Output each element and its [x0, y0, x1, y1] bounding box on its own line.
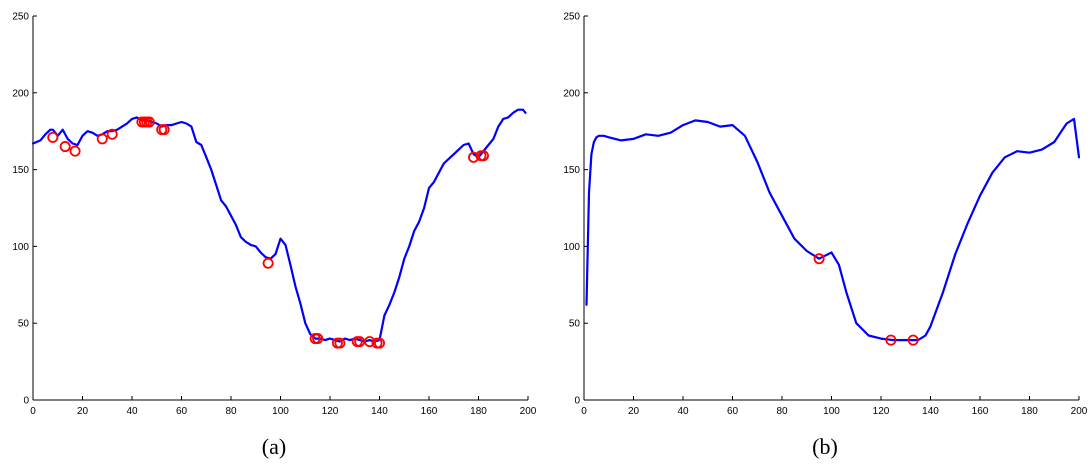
x-tick-label: 120 — [873, 406, 890, 417]
x-tick-label: 100 — [272, 406, 289, 417]
marker-circle — [262, 257, 274, 269]
x-tick-label: 20 — [628, 406, 640, 417]
marker-circle — [813, 253, 825, 265]
x-tick-label: 180 — [1021, 406, 1038, 417]
series-line — [585, 117, 1081, 342]
x-tick-label: 40 — [677, 406, 689, 417]
marker-circle — [59, 141, 71, 153]
marker-circle — [106, 128, 118, 140]
x-tick-label: 80 — [225, 406, 237, 417]
x-tick-label: 40 — [126, 406, 138, 417]
panel-caption: (b) — [812, 434, 838, 459]
y-tick-label: 250 — [563, 12, 580, 23]
x-tick-label: 20 — [77, 406, 89, 417]
marker-circle — [69, 145, 81, 157]
x-tick-label: 0 — [581, 406, 587, 417]
marker-circle — [468, 151, 480, 163]
series-line — [31, 108, 527, 343]
marker-circle — [364, 336, 376, 348]
x-tick-label: 160 — [421, 406, 438, 417]
x-tick-label: 180 — [470, 406, 487, 417]
marker-circle — [885, 334, 897, 346]
x-tick-label: 0 — [30, 406, 36, 417]
y-tick-label: 150 — [12, 165, 29, 176]
marker-circle — [158, 124, 170, 136]
x-tick-label: 160 — [972, 406, 989, 417]
marker-circle — [334, 337, 346, 349]
y-tick-label: 50 — [18, 319, 30, 330]
marker-circle — [477, 150, 489, 162]
x-tick-label: 60 — [176, 406, 188, 417]
y-tick-label: 200 — [563, 88, 580, 99]
y-tick-label: 200 — [12, 88, 29, 99]
marker-circle — [143, 116, 155, 128]
x-tick-label: 80 — [776, 406, 788, 417]
marker-circle — [907, 334, 919, 346]
marker-circle — [312, 333, 324, 345]
panel-caption: (a) — [262, 434, 286, 459]
y-tick-label: 150 — [563, 165, 580, 176]
x-tick-label: 60 — [727, 406, 739, 417]
x-tick-label: 120 — [322, 406, 339, 417]
x-tick-label: 200 — [1071, 406, 1088, 417]
x-tick-label: 140 — [922, 406, 939, 417]
marker-circle — [373, 337, 385, 349]
x-tick-label: 140 — [371, 406, 388, 417]
marker-circle — [96, 133, 108, 145]
y-tick-label: 100 — [12, 242, 29, 253]
chart-panel-1: 0 20 40 60 80 100 120 140 160 180 200 0 50 100 150 200 2… — [563, 12, 1087, 460]
chart-panel-0: 0 20 40 60 80 100 120 140 160 180 200 0 50 100 150 200 2… — [12, 12, 536, 460]
marker-circle — [47, 131, 59, 143]
x-tick-label: 100 — [823, 406, 840, 417]
y-tick-label: 100 — [563, 242, 580, 253]
y-tick-label: 50 — [569, 319, 581, 330]
y-tick-label: 250 — [12, 12, 29, 23]
y-tick-label: 0 — [574, 396, 580, 407]
y-tick-label: 0 — [23, 396, 29, 407]
x-tick-label: 200 — [520, 406, 537, 417]
